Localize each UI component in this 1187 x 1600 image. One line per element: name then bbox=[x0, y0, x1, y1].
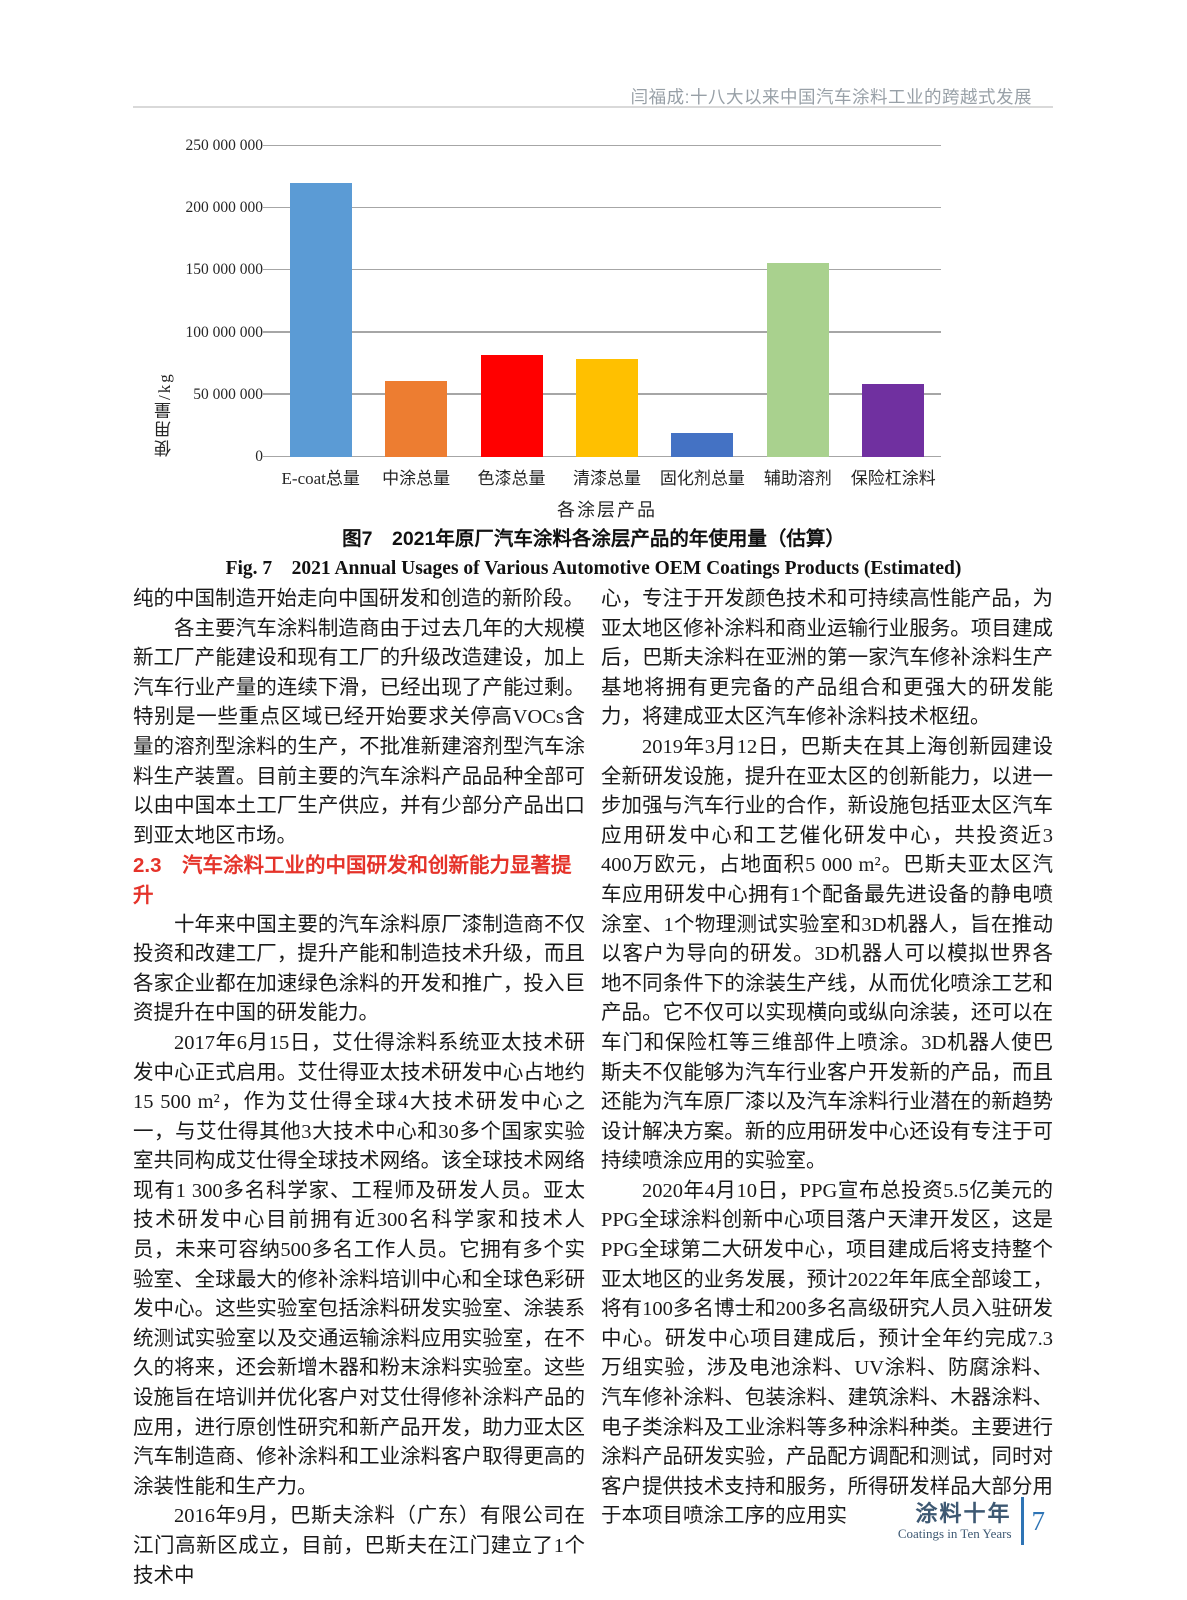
bar-清漆总量 bbox=[575, 358, 638, 457]
footer-brand-cn: 涂料十年 bbox=[915, 1500, 1012, 1526]
section-heading: 2.3 汽车涂料工业的中国研发和创新能力显著提升 bbox=[133, 854, 572, 907]
y-tick-label: 150 000 000 bbox=[185, 261, 264, 279]
bar-色漆总量 bbox=[480, 355, 543, 457]
footer-brand: 涂料十年 Coatings in Ten Years bbox=[898, 1501, 1012, 1542]
bar-slot bbox=[655, 146, 750, 457]
article-body: 纯的中国制造开始走向中国研发和创造的新阶段。各主要汽车涂料制造商由于过去几年的大… bbox=[133, 585, 1053, 1591]
bar-保险杠涂料 bbox=[862, 383, 925, 457]
bar-固化剂总量 bbox=[671, 433, 734, 457]
gridline bbox=[263, 144, 941, 146]
x-category-label: 保险杠涂料 bbox=[850, 469, 936, 488]
page-number: 7 bbox=[1031, 1505, 1046, 1536]
right-column: 心，专注于开发颜色技术和可持续高性能产品，为亚太地区修补涂料和商业运输行业服务。… bbox=[601, 585, 1053, 1591]
paragraph: 2019年3月12日，巴斯夫在其上海创新园建设全新研发设施，提升在亚太区的创新能… bbox=[601, 735, 1053, 1173]
running-head: 闫福成:十八大以来中国汽车涂料工业的跨越式发展 bbox=[630, 87, 1032, 107]
bar-row bbox=[273, 146, 941, 457]
y-tick-label: 250 000 000 bbox=[185, 137, 264, 154]
x-category-label: 固化剂总量 bbox=[659, 469, 745, 488]
bar-slot bbox=[273, 146, 368, 457]
x-category-label: 色漆总量 bbox=[477, 469, 546, 488]
header-rule bbox=[133, 106, 1053, 108]
page-footer: 涂料十年 Coatings in Ten Years 7 bbox=[898, 1497, 1045, 1545]
y-axis-ticks: 0 50 000 000 100 000 000 150 000 000 200 000… bbox=[118, 137, 264, 465]
y-axis-title: 使用量/kg bbox=[155, 372, 174, 457]
paragraph: 2020年4月10日，PPG宣布总投资5.5亿美元的PPG全球涂料创新中心项目落… bbox=[601, 1179, 1053, 1528]
paragraph: 各主要汽车涂料制造商由于过去几年的大规模新工厂产能建设和现有工厂的升级改造建设，… bbox=[133, 617, 585, 847]
paragraph: 心，专注于开发颜色技术和可持续高性能产品，为亚太地区修补涂料和商业运输行业服务。… bbox=[601, 588, 1053, 729]
gridline bbox=[263, 331, 941, 333]
paragraph: 2017年6月15日，艾仕得涂料系统亚太技术研发中心正式启用。艾仕得亚太技术研发… bbox=[133, 1031, 585, 1498]
y-tick-label: 50 000 000 bbox=[193, 385, 263, 403]
x-category-label: 清漆总量 bbox=[572, 469, 641, 488]
paragraph: 2016年9月，巴斯夫涂料（广东）有限公司在江门高新区成立，目前，巴斯夫在江门建… bbox=[133, 1505, 585, 1587]
y-tick-label: 200 000 000 bbox=[185, 199, 264, 217]
x-category-label: 辅助溶剂 bbox=[763, 469, 832, 488]
paragraph: 纯的中国制造开始走向中国研发和创造的新阶段。 bbox=[133, 588, 584, 610]
paragraph: 十年来中国主要的汽车涂料原厂漆制造商不仅投资和改建工厂，提升产能和制造技术升级，… bbox=[133, 913, 585, 1025]
bar-slot bbox=[368, 146, 463, 457]
category-labels: E-coat总量 中涂总量 色漆总量 清漆总量 固化剂总量 辅助溶剂 保险杠涂料 bbox=[273, 464, 941, 489]
bar-slot bbox=[559, 146, 654, 457]
figure-caption-en: Fig. 7 2021 Annual Usages of Various Aut… bbox=[225, 558, 962, 579]
y-tick-label: 0 bbox=[255, 448, 263, 465]
y-tick-label: 100 000 000 bbox=[185, 323, 264, 341]
chart-plot bbox=[263, 144, 941, 457]
gridline bbox=[263, 206, 941, 209]
bar-E-coat总量 bbox=[289, 183, 352, 457]
footer-brand-en: Coatings in Ten Years bbox=[897, 1525, 1012, 1541]
bar-辅助溶剂 bbox=[766, 262, 829, 457]
gridline bbox=[263, 268, 941, 271]
bar-slot bbox=[750, 146, 845, 457]
bar-slot bbox=[464, 146, 559, 457]
figure-caption-cn: 图7 2021年原厂汽车涂料各涂层产品的年使用量（估算） bbox=[342, 528, 845, 550]
left-column: 纯的中国制造开始走向中国研发和创造的新阶段。各主要汽车涂料制造商由于过去几年的大… bbox=[133, 585, 585, 1591]
footer-divider bbox=[1020, 1497, 1024, 1545]
x-axis-title: 各涂层产品 bbox=[557, 500, 657, 520]
bar-slot bbox=[846, 146, 941, 457]
bar-中涂总量 bbox=[385, 381, 448, 457]
x-category-label: 中涂总量 bbox=[382, 469, 451, 488]
x-category-label: E-coat总量 bbox=[281, 469, 360, 488]
